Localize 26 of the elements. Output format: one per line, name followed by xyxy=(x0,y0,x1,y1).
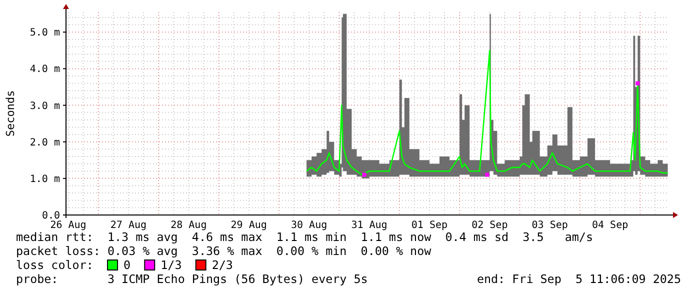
line-series xyxy=(306,50,668,176)
text: packet loss: 0.03 % avg 3.36 % max 0.00 % min 0.00 % now xyxy=(16,244,432,258)
legend-label: 1/3 xyxy=(160,258,182,272)
x-tick-label: 31 Aug xyxy=(351,220,388,231)
x-tick-label: 01 Sep xyxy=(411,220,448,231)
y-tick-label: 4.0 m xyxy=(30,64,60,76)
y-axis-title: Seconds xyxy=(4,90,17,137)
legend-label: 0 xyxy=(124,258,131,272)
x-tick-label: 02 Sep xyxy=(472,220,508,231)
text: end: Fri Sep 5 11:06:09 2025 xyxy=(476,272,681,286)
y-tick-label: 3.0 m xyxy=(30,100,60,112)
x-tick-label: 03 Sep xyxy=(532,220,568,231)
x-tick-label: 04 Sep xyxy=(592,220,628,231)
text: median rtt: 1.3 ms avg 4.6 ms max 1.1 ms min 1.1 ms now 0.4 ms sd 3.5 am/s xyxy=(16,230,593,244)
text: probe: 3 ICMP Echo Pings (56 Bytes) every 5s xyxy=(16,272,368,286)
y-tick-label: 1.0 m xyxy=(30,174,60,185)
y-tick-label: 5.0 m xyxy=(30,28,60,39)
x-tick-label: 30 Aug xyxy=(290,220,328,231)
x-tick-label: 28 Aug xyxy=(170,220,207,231)
y-tick-label: 2.0 m xyxy=(30,137,60,148)
x-tick-label: 27 Aug xyxy=(110,220,147,231)
y-tick-label: 0.0 xyxy=(42,210,60,222)
legend-title: loss color: xyxy=(16,258,94,272)
x-tick-label: 29 Aug xyxy=(230,220,267,231)
x-tick-label: 26 Aug xyxy=(50,220,86,231)
legend-label: 2/3 xyxy=(212,258,233,272)
